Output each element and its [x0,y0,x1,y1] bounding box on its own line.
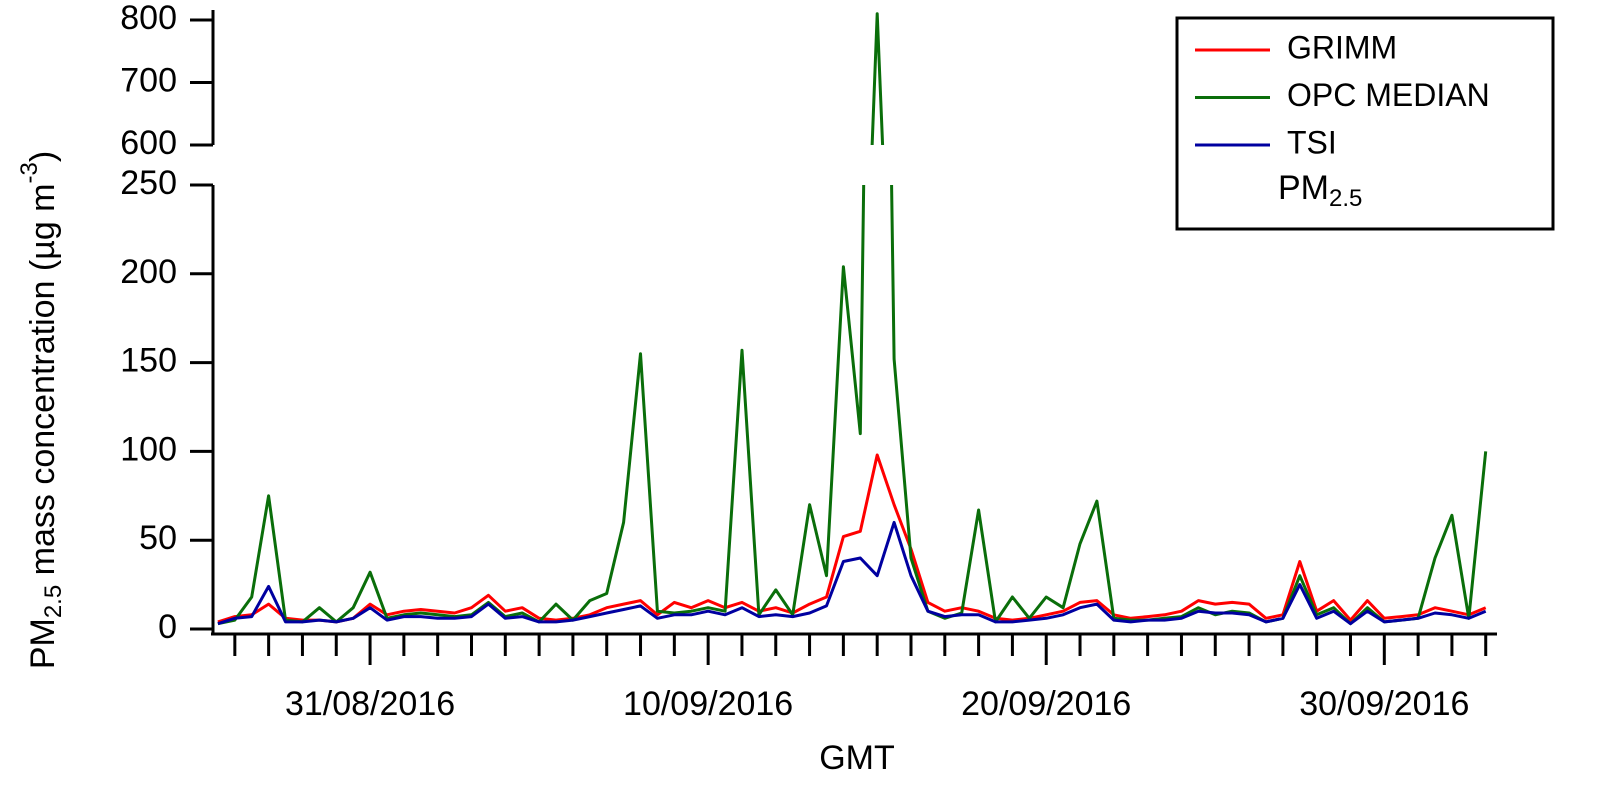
line-series-upper [218,459,1486,518]
y-tick-label: 700 [120,61,177,99]
plot-area [217,12,1488,626]
y-tick-label: 50 [139,519,177,557]
y-title-sup: -3 [16,162,43,183]
x-tick-label: 10/09/2016 [623,685,793,723]
legend-box [1175,16,1555,231]
y-tick-label: 800 [120,0,177,37]
legend: PM2.5 GRIMM OPC MEDIAN TSI [1175,16,1555,231]
legend-label: GRIMM [1287,29,1397,65]
legend-label: TSI [1287,124,1337,160]
line-series-upper [218,483,1486,519]
x-tick-label: 30/09/2016 [1299,685,1469,723]
x-tick-label: 31/08/2016 [285,685,455,723]
y-title-part: PM [24,618,62,669]
legend-label: OPC MEDIAN [1287,77,1490,113]
y-axis-title: PM2.5 mass concentration (µg m-3) [16,151,67,669]
y-tick-label: 250 [120,164,177,202]
y-tick-label: 0 [158,608,177,646]
y-tick-label: 150 [120,342,177,380]
line-series [217,453,1487,624]
y-title-sub: 2.5 [40,585,67,618]
legend-title-base: PM [1278,169,1329,207]
legend-title: PM2.5 [1278,169,1362,212]
y-tick-label: 100 [120,430,177,468]
x-tick-label: 20/09/2016 [961,685,1131,723]
y-title-part: mass concentration (µg m [24,184,62,585]
x-axis-title: GMT [819,739,895,777]
y-tick-label: 200 [120,253,177,291]
y-title-part: ) [24,151,62,162]
line-series [217,520,1487,626]
legend-title-sub: 2.5 [1329,185,1362,212]
y-tick-label: 600 [120,124,177,162]
